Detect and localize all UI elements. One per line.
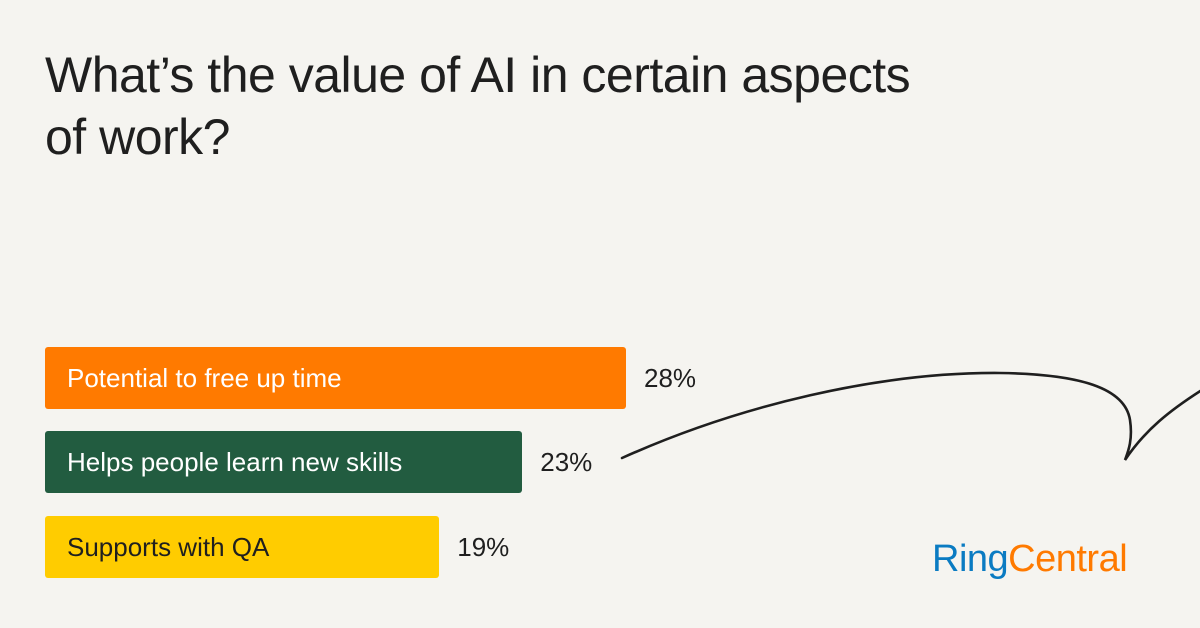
value-label: 23%: [540, 446, 593, 477]
chart-title: What’s the value of AI in certain aspect…: [45, 47, 911, 165]
logo-ring: Ring: [932, 538, 1009, 580]
value-label: 19%: [457, 531, 510, 562]
value-label: 28%: [644, 362, 697, 393]
ringcentral-logo: RingCentral: [932, 538, 1128, 581]
logo-central: Central: [1008, 538, 1128, 580]
bar-2: Helps people learn new skills: [45, 431, 523, 493]
bar-label: Supports with QA: [67, 531, 270, 562]
bar-label: Helps people learn new skills: [67, 446, 403, 477]
bar-1: Potential to free up time: [45, 347, 626, 409]
bar-label: Potential to free up time: [67, 362, 342, 393]
bar-3: Supports with QA: [45, 516, 440, 578]
